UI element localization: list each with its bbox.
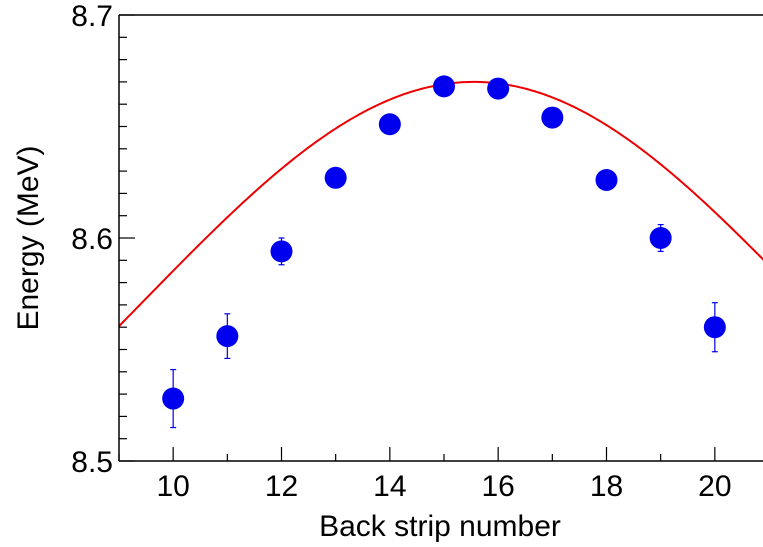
data-point-group [433,75,455,98]
y-tick-label: 8.6 [71,223,113,256]
data-point-group [324,166,347,189]
x-tick-label: 12 [265,470,298,503]
x-axis-label: Back strip number [319,510,561,543]
data-point [270,240,293,263]
data-point-group [487,77,510,100]
data-point [324,166,347,189]
x-tick-label: 18 [590,470,623,503]
x-tick-label: 20 [698,470,731,503]
y-tick-label: 8.5 [71,446,113,479]
data-point [541,106,564,129]
data-point [216,325,239,348]
data-point-group [703,302,726,353]
data-point [162,387,185,410]
data-point-group [216,313,239,360]
plot-area: 10 12 14 16 18 20 8.5 8.6 8.7 [71,0,763,503]
data-point [487,77,510,100]
data-point [649,227,672,249]
data-point-group [541,106,564,129]
data-point [433,75,455,98]
data-point [595,169,618,192]
data-point-group [162,368,185,429]
x-tick-label: 16 [481,470,514,503]
axes-layer: 10 12 14 16 18 20 8.5 8.6 8.7 [71,0,763,503]
y-tick-label: 8.7 [71,0,113,33]
x-tick-label: 10 [156,470,189,503]
data-point [378,113,401,136]
data-point-group [270,237,293,266]
data-point-group [595,169,618,192]
data-points-layer [162,75,726,429]
data-point-group [378,113,401,136]
data-point-group [649,224,672,252]
x-tick-label: 14 [373,470,406,503]
data-point [703,316,726,339]
y-axis-label: Energy (MeV) [12,145,45,330]
